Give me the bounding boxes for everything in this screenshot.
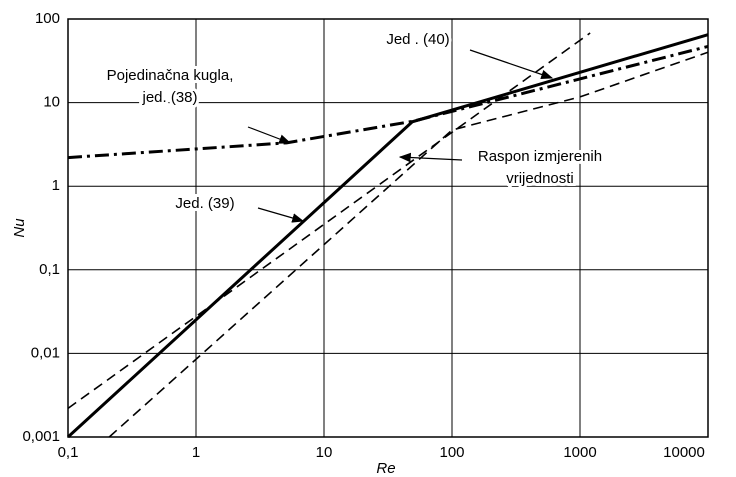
plot-frame [67, 18, 709, 438]
x-tick-label: 10000 [663, 444, 705, 461]
y-tick-label: 0,01 [31, 344, 60, 361]
x-tick-label: 100 [439, 444, 464, 461]
data-line [67, 32, 591, 410]
annotation-text: Pojedinačna kugla, [107, 67, 234, 84]
y-tick-label: 100 [35, 10, 60, 27]
data-line [67, 44, 709, 160]
x-tick-label: 1 [192, 444, 200, 461]
annotation-text: jed. (38) [141, 89, 197, 106]
x-tick-label: 1000 [563, 444, 596, 461]
annotation-text: Raspon izmjerenih [478, 148, 602, 165]
data-line [108, 51, 709, 438]
y-tick-label: 0,1 [39, 261, 60, 278]
x-axis-label: Re [376, 460, 395, 477]
x-tick-label: 10 [316, 444, 333, 461]
annotation-arrow [257, 207, 305, 223]
y-axis-label: Nu [11, 218, 28, 238]
annotation-text: vrijednosti [506, 170, 574, 187]
x-tick-label: 0,1 [58, 444, 79, 461]
annotation-arrow [469, 49, 554, 80]
annotation-arrow [247, 126, 292, 144]
y-tick-label: 10 [43, 94, 60, 111]
annotation-text: Jed. (39) [175, 195, 234, 212]
y-tick-label: 0,001 [22, 428, 60, 445]
annotation-arrow [398, 152, 463, 163]
annotation-text: Jed . (40) [386, 31, 449, 48]
y-tick-label: 1 [52, 177, 60, 194]
data-line [66, 33, 709, 439]
